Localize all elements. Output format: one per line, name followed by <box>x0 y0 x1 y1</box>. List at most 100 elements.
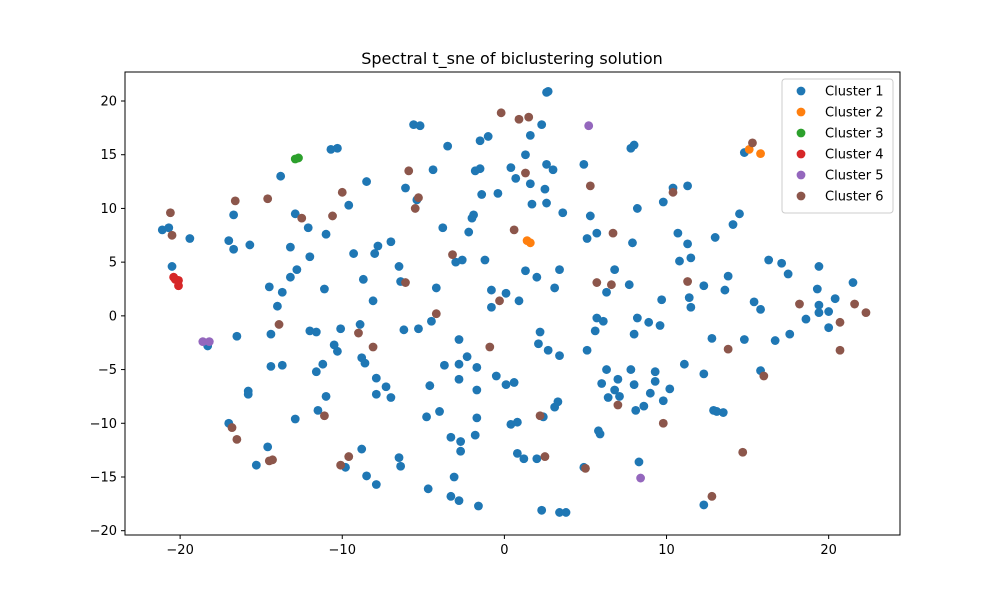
data-point <box>555 265 564 275</box>
data-point <box>311 327 321 337</box>
data-point <box>748 138 757 148</box>
data-point <box>415 121 425 131</box>
data-point <box>712 407 722 416</box>
data-point <box>491 371 501 381</box>
data-point <box>496 108 506 118</box>
data-point <box>707 491 717 501</box>
data-point <box>509 378 519 387</box>
data-point <box>320 284 329 294</box>
data-point <box>598 316 608 326</box>
data-point <box>579 159 589 169</box>
data-point <box>543 345 553 355</box>
data-point <box>360 358 370 368</box>
legend: Cluster 1 Cluster 2 Cluster 3 Cluster 4 Clus… <box>781 78 894 214</box>
data-point <box>263 442 273 452</box>
data-point <box>699 369 709 379</box>
data-point <box>650 376 660 386</box>
data-point <box>684 293 694 302</box>
x-tick-label: −10 <box>329 543 356 558</box>
data-point <box>285 242 295 252</box>
data-point <box>707 334 717 343</box>
data-point <box>686 302 696 312</box>
data-point <box>333 346 342 356</box>
data-point <box>830 294 840 304</box>
data-point <box>454 335 464 344</box>
legend-marker <box>796 86 806 96</box>
data-point <box>555 508 564 517</box>
data-point <box>349 249 359 258</box>
data-point <box>683 277 692 286</box>
data-point <box>506 163 516 173</box>
data-point <box>655 321 665 330</box>
data-point <box>480 255 490 265</box>
data-point <box>336 460 346 470</box>
y-tick-label: −20 <box>90 524 117 539</box>
data-point <box>493 188 503 198</box>
data-point <box>597 379 607 388</box>
data-point <box>462 352 472 362</box>
data-point <box>584 121 594 131</box>
data-point <box>394 262 404 271</box>
data-point <box>470 166 480 176</box>
data-point <box>624 280 634 290</box>
data-point <box>224 236 234 246</box>
data-point <box>524 112 534 122</box>
data-point <box>770 336 780 345</box>
data-point <box>548 165 558 175</box>
data-point <box>795 299 804 309</box>
data-point <box>542 198 551 208</box>
data-point <box>409 120 418 130</box>
data-point <box>333 143 342 153</box>
data-point <box>613 374 623 384</box>
data-point <box>542 159 551 169</box>
data-point <box>263 194 273 204</box>
data-point <box>313 405 323 415</box>
data-point <box>525 130 535 140</box>
data-point <box>435 407 444 416</box>
data-point <box>245 240 255 250</box>
y-tick-label: 15 <box>100 148 117 163</box>
data-point <box>735 209 744 219</box>
points-layer <box>157 86 871 517</box>
data-point <box>650 367 660 377</box>
data-point <box>631 405 641 415</box>
data-point <box>675 256 684 266</box>
data-point <box>835 317 845 327</box>
data-point <box>483 132 493 141</box>
data-point <box>644 317 654 327</box>
data-point <box>861 308 871 318</box>
data-point <box>336 324 346 334</box>
data-point <box>582 234 592 243</box>
data-point <box>501 380 511 390</box>
data-point <box>404 166 414 176</box>
data-point <box>592 228 602 238</box>
data-point <box>277 360 287 370</box>
data-point <box>665 384 675 394</box>
data-point <box>535 411 545 421</box>
data-point <box>561 508 571 517</box>
data-point <box>311 367 321 377</box>
data-point <box>720 285 730 295</box>
legend-label: Cluster 4 <box>825 148 884 163</box>
data-point <box>525 238 535 248</box>
data-point <box>610 265 620 275</box>
data-point <box>431 309 441 319</box>
data-point <box>344 200 354 210</box>
data-point <box>431 283 441 293</box>
legend-marker <box>796 107 806 117</box>
data-point <box>305 252 315 262</box>
data-point <box>457 255 467 265</box>
data-point <box>449 472 459 482</box>
data-point <box>756 305 765 314</box>
data-point <box>783 269 793 279</box>
data-point <box>485 342 495 352</box>
data-point <box>251 460 261 470</box>
data-point <box>303 223 313 233</box>
data-point <box>401 278 410 287</box>
data-point <box>610 385 620 395</box>
data-point <box>344 452 354 461</box>
data-point <box>371 389 381 399</box>
data-point <box>590 326 600 336</box>
